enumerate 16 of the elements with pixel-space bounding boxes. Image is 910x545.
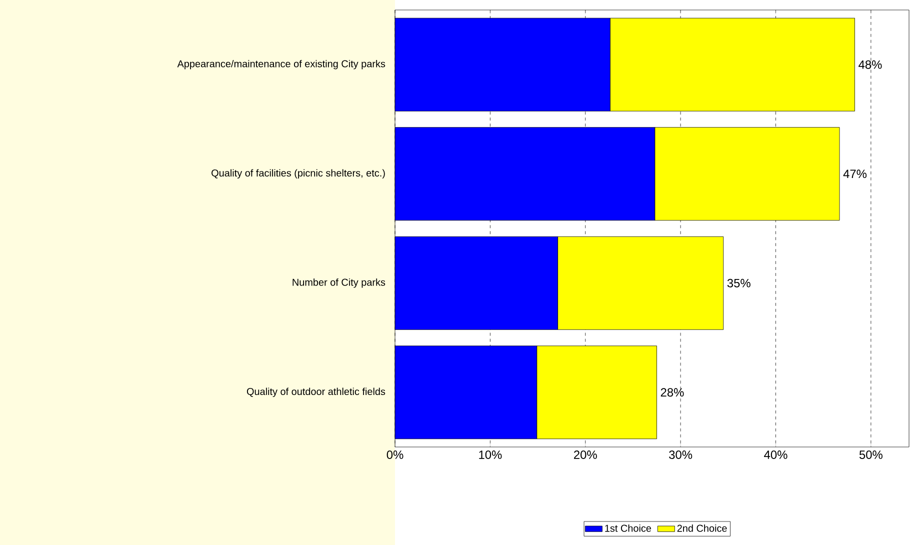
total-label: 35% (727, 278, 750, 288)
total-label: 47% (843, 170, 867, 178)
x-tick-label: 0% (386, 450, 404, 459)
total-label: 28% (660, 388, 684, 397)
y-tick-label: Quality of outdoor athletic fields (246, 388, 386, 398)
y-tick-label: Number of City parks (292, 278, 386, 288)
legend-label: 1st Choice (605, 524, 652, 532)
legend-label: 2nd Choice (677, 524, 727, 532)
x-tick-label: 40% (764, 450, 788, 459)
total-label: 48% (858, 60, 882, 69)
y-tick-label: Appearance/maintenance of existing City parks (177, 60, 386, 70)
y-tick-label: Quality of facilities (picnic shelters, etc.) (212, 169, 385, 179)
x-tick-label: 20% (574, 450, 597, 459)
x-tick-label: 50% (859, 450, 882, 459)
x-tick-label: 30% (669, 450, 692, 459)
x-tick-label: 10% (479, 450, 502, 459)
